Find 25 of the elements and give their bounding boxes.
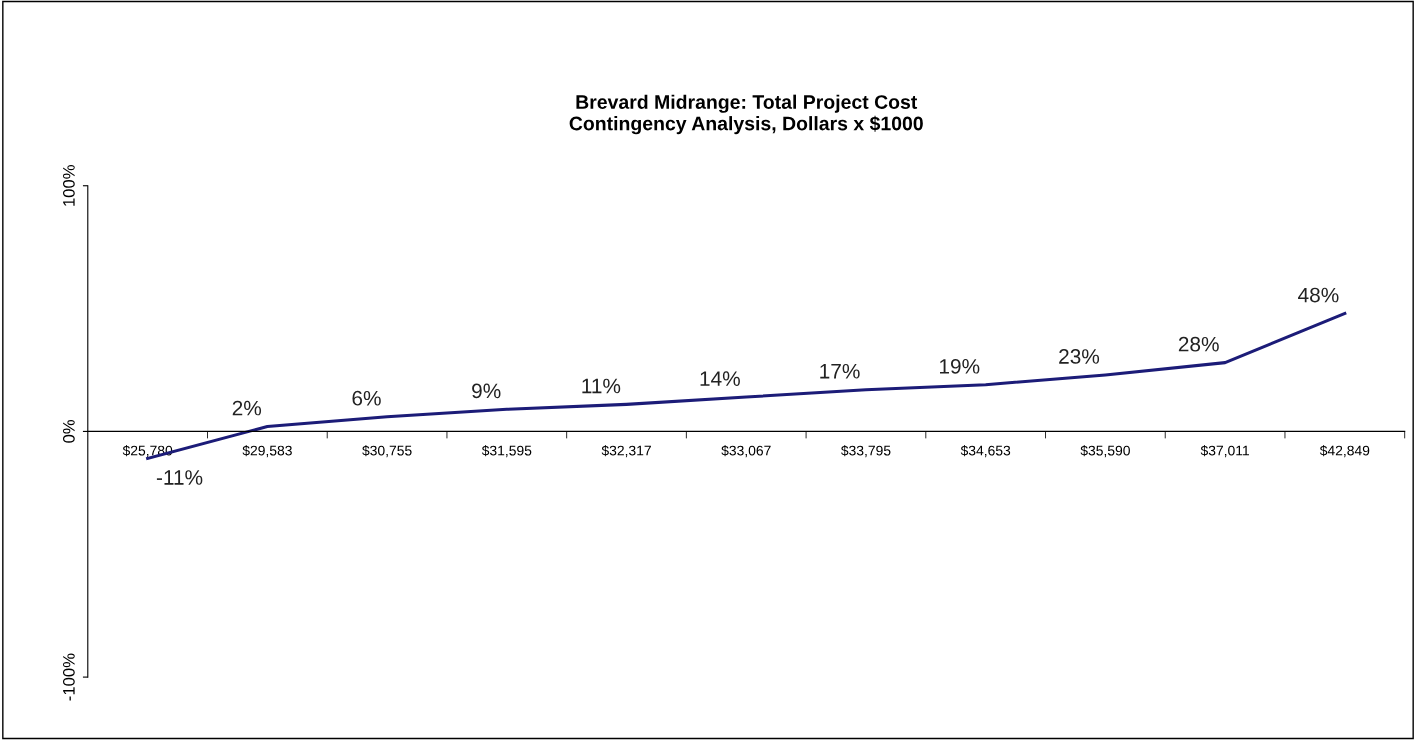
y-tick-label: -100% xyxy=(62,653,75,701)
x-tick-label: $29,583 xyxy=(242,445,292,458)
x-tick-label: $30,755 xyxy=(362,445,412,458)
x-tick-label: $34,653 xyxy=(960,445,1011,458)
y-tick-label: 100% xyxy=(62,165,75,206)
data-label: -11% xyxy=(156,470,203,485)
x-tick-label: $32,317 xyxy=(601,445,651,458)
x-tick-label: $33,795 xyxy=(841,445,891,458)
data-label: 19% xyxy=(940,358,980,374)
y-tick-label: 0% xyxy=(62,419,75,443)
data-label: 28% xyxy=(1178,336,1219,352)
x-tick-label: $42,849 xyxy=(1319,445,1370,458)
x-tick-label: $33,067 xyxy=(721,445,771,458)
data-label: 14% xyxy=(700,371,740,386)
data-label: 9% xyxy=(472,383,501,399)
x-tick-label: $35,590 xyxy=(1080,445,1130,458)
x-tick-label: $31,595 xyxy=(481,445,532,458)
x-tick-label: $37,011 xyxy=(1200,445,1250,458)
data-label: 2% xyxy=(232,400,262,416)
data-label: 17% xyxy=(820,363,860,379)
data-label: 6% xyxy=(352,390,381,406)
chart-title: Brevard Midrange: Total Project Cost Contingency Analysis, Dollars x $1000 xyxy=(569,94,923,135)
data-label: 48% xyxy=(1298,287,1339,303)
data-label: 11% xyxy=(582,378,621,394)
data-label: 23% xyxy=(1059,349,1100,364)
